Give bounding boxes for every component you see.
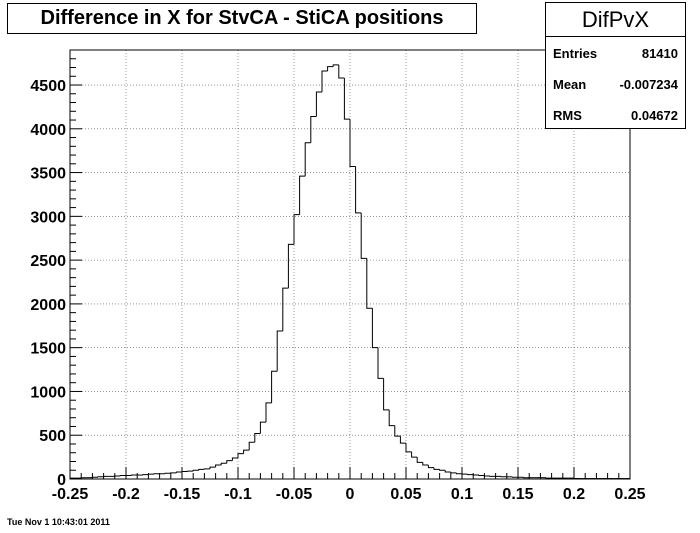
x-axis: -0.25 -0.2 -0.15 -0.1 -0.05 0 0.05 0.1 0.15 0.2 0.…	[52, 467, 646, 503]
y-tick-label: 4500	[30, 78, 66, 95]
histogram-bin	[422, 462, 429, 466]
y-tick-label: 4000	[30, 122, 66, 139]
y-tick-label: 3000	[30, 209, 66, 226]
histogram-bin	[355, 166, 362, 214]
x-tick-label: 0	[346, 486, 355, 503]
x-tick-label: -0.25	[52, 486, 89, 503]
chart-title: Difference in X for StvCA - StiCA positi…	[7, 3, 477, 34]
histogram-bin	[439, 469, 446, 471]
histogram-bin	[248, 441, 255, 451]
histogram-bin	[271, 370, 278, 403]
histogram-bin	[455, 472, 462, 475]
histogram-bin	[209, 466, 216, 469]
histogram-bin	[265, 402, 272, 423]
histogram-bin	[231, 457, 238, 461]
histogram-bin	[299, 175, 306, 215]
x-tick-label: -0.1	[224, 486, 252, 503]
y-tick-label: 1500	[30, 341, 66, 358]
x-tick-label: 0.05	[390, 486, 421, 503]
x-tick-label: -0.15	[164, 486, 201, 503]
x-tick-label: -0.05	[276, 486, 313, 503]
y-tick-label: 3500	[30, 166, 66, 183]
histogram-bin	[226, 460, 233, 464]
histogram-bin	[198, 468, 205, 471]
stats-value: -0.007234	[619, 77, 678, 92]
x-tick-label: 0.1	[451, 486, 473, 503]
stats-value: 81410	[641, 46, 678, 61]
histogram-bin	[416, 457, 423, 463]
histogram-bin	[220, 462, 227, 465]
x-tick-label: 0.15	[502, 486, 533, 503]
histogram-bin	[237, 453, 244, 458]
grid-lines	[69, 50, 631, 480]
histogram-bin	[399, 436, 406, 444]
histogram-bin	[315, 91, 322, 117]
stats-row-entries: Entries 81410	[546, 37, 685, 68]
histogram-bin	[175, 471, 182, 473]
y-tick-label: 0	[57, 472, 66, 489]
histogram-bin	[327, 66, 334, 72]
histogram-bin	[411, 451, 418, 458]
stats-row-rms: RMS 0.04672	[546, 99, 685, 130]
histogram-bin	[293, 214, 300, 245]
stats-value: 0.04672	[631, 108, 678, 123]
x-tick-label: 0.25	[614, 486, 645, 503]
x-tick-label: 0.2	[563, 486, 585, 503]
stats-box: DifPvX Entries 81410 Mean -0.007234 RMS …	[545, 2, 686, 129]
histogram-bin	[383, 378, 390, 411]
histogram-bin	[259, 421, 266, 434]
stats-histogram-name: DifPvX	[546, 3, 685, 37]
histogram-bin	[192, 469, 199, 472]
histogram-bin	[282, 287, 289, 332]
histogram-bin	[343, 78, 350, 120]
histogram-bin	[377, 347, 384, 379]
histogram-bin	[254, 432, 261, 443]
stats-label: Mean	[553, 77, 587, 92]
histogram-bin	[287, 243, 294, 289]
histogram-bin	[338, 64, 345, 79]
histogram-bin	[215, 464, 222, 468]
histogram-bin	[450, 472, 457, 474]
histogram-bin	[304, 142, 311, 177]
histogram-bin	[349, 119, 356, 167]
histogram-bin	[394, 425, 401, 437]
y-axis: 0 500 1000 1500 2000 2500 3000 3500 4000 4500	[30, 49, 82, 489]
histogram-bin	[243, 449, 250, 454]
histogram-bin	[371, 308, 378, 349]
histogram-bin	[321, 70, 328, 93]
stats-label: Entries	[553, 46, 598, 61]
histogram-bin	[444, 470, 451, 473]
y-tick-label: 2000	[30, 297, 66, 314]
x-tick-label: -0.2	[112, 486, 140, 503]
y-tick-label: 1000	[30, 384, 66, 401]
histogram-bin	[366, 258, 373, 309]
histogram-bin	[360, 212, 367, 259]
histogram-bin	[405, 443, 412, 453]
histogram-bin	[388, 409, 395, 427]
y-tick-label: 500	[39, 428, 66, 445]
histogram-bin	[276, 330, 283, 372]
histogram-bin	[427, 464, 434, 469]
histogram-bin	[310, 116, 317, 143]
histogram-bin	[433, 467, 440, 470]
stats-row-mean: Mean -0.007234	[546, 68, 685, 99]
y-tick-label: 2500	[30, 253, 66, 270]
datestamp: Tue Nov 1 10:43:01 2011	[7, 517, 110, 527]
stats-label: RMS	[553, 108, 582, 123]
histogram-bin	[332, 64, 339, 67]
